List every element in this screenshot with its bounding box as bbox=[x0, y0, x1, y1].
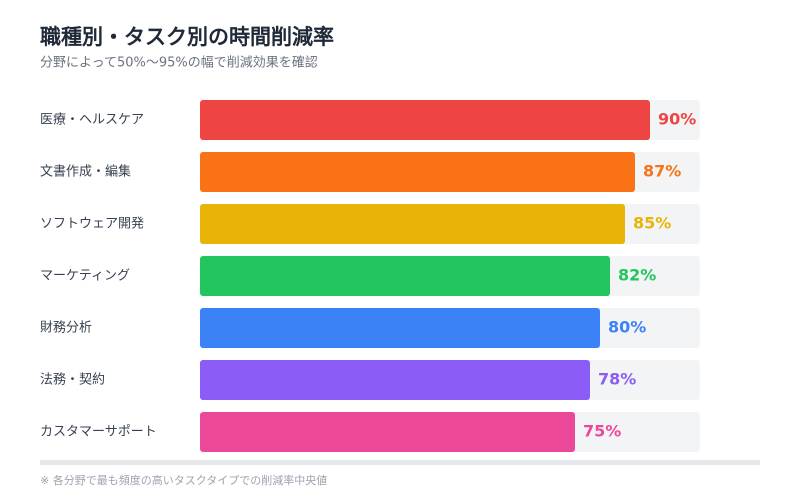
value-label: 82% bbox=[618, 266, 656, 285]
category-label: ソフトウェア開発 bbox=[40, 217, 144, 232]
bar bbox=[200, 308, 600, 348]
category-label: カスタマーサポート bbox=[40, 425, 157, 440]
category-label: 法務・契約 bbox=[40, 373, 105, 388]
bar bbox=[200, 100, 650, 140]
value-label: 78% bbox=[598, 370, 636, 389]
bar bbox=[200, 256, 610, 296]
category-label: マーケティング bbox=[40, 269, 130, 284]
chart-subtitle: 分野によって50%〜95%の幅で削減効果を確認 bbox=[40, 55, 318, 71]
divider bbox=[40, 460, 760, 465]
value-label: 80% bbox=[608, 318, 646, 337]
chart-title: 職種別・タスク別の時間削減率 bbox=[40, 25, 334, 49]
footnote: ※ 各分野で最も頻度の高いタスクタイプでの削減率中央値 bbox=[40, 473, 327, 487]
category-label: 財務分析 bbox=[40, 321, 92, 336]
category-label: 医療・ヘルスケア bbox=[40, 113, 144, 128]
value-label: 85% bbox=[633, 214, 671, 233]
bar bbox=[200, 360, 590, 400]
value-label: 90% bbox=[658, 110, 696, 129]
value-label: 75% bbox=[583, 422, 621, 441]
bar bbox=[200, 204, 625, 244]
bar bbox=[200, 152, 635, 192]
category-label: 文書作成・編集 bbox=[40, 164, 131, 180]
value-label: 87% bbox=[643, 162, 681, 181]
bar bbox=[200, 412, 575, 452]
